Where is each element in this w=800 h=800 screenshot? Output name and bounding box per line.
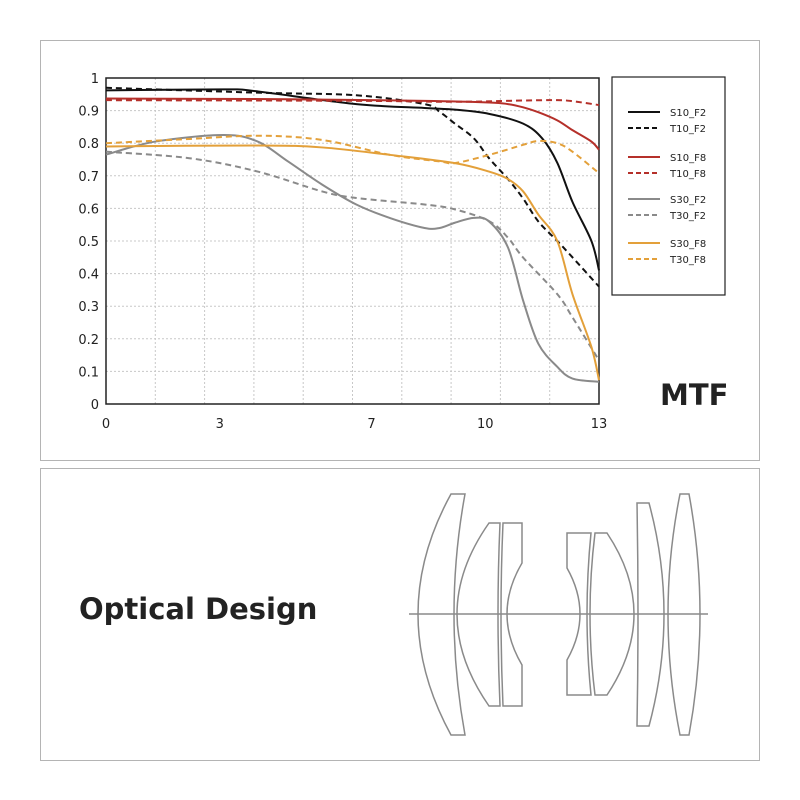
legend-label: S30_F2 (670, 195, 706, 206)
lens-element-5 (589, 532, 635, 696)
x-tick-label: 3 (216, 417, 224, 432)
y-tick-label: 0.7 (78, 170, 99, 185)
lens-element-2 (456, 522, 501, 707)
plot-frame (105, 77, 600, 405)
y-tick-label: 0.9 (78, 105, 99, 120)
lens-element-6 (636, 502, 665, 727)
y-tick-label: 0.1 (78, 365, 99, 380)
series-line-s10-f8 (105, 97, 600, 151)
legend-label: T30_F8 (669, 255, 706, 266)
lens-element-7 (667, 493, 701, 736)
series-line-t30-f2 (105, 150, 600, 361)
series-line-s30-f8 (105, 144, 600, 381)
series-line-t10-f8 (105, 99, 600, 107)
series-line-t10-f2 (105, 86, 600, 288)
y-tick-label: 1 (91, 72, 99, 87)
legend-label: T10_F2 (669, 124, 706, 135)
lens-element-1 (417, 493, 466, 736)
legend-label: T30_F2 (669, 211, 706, 222)
series-line-s10-f2 (105, 88, 600, 271)
legend-label: T10_F8 (669, 169, 706, 180)
y-tick-label: 0.2 (78, 333, 99, 348)
x-tick-label: 0 (102, 417, 110, 432)
legend-label: S30_F8 (670, 239, 706, 250)
x-tick-label: 7 (367, 417, 375, 432)
y-tick-label: 0.8 (78, 137, 99, 152)
y-tick-label: 0.4 (78, 268, 99, 283)
y-tick-label: 0.6 (78, 202, 99, 217)
legend-label: S10_F8 (670, 153, 706, 164)
y-tick-label: 0 (91, 398, 99, 413)
legend-label: S10_F2 (670, 108, 706, 119)
x-tick-label: 13 (591, 417, 608, 432)
x-tick-label: 10 (477, 417, 494, 432)
optical-design-title: Optical Design (79, 592, 318, 626)
y-tick-label: 0.3 (78, 300, 99, 315)
series-line-s30-f2 (105, 134, 600, 383)
mtf-title: MTF (660, 378, 729, 412)
lens-element-3 (500, 522, 523, 707)
optical-design-panel (40, 468, 760, 761)
y-tick-label: 0.5 (78, 235, 99, 250)
mtf-panel (40, 40, 760, 461)
series-line-t30-f8 (105, 134, 600, 174)
lens-element-4 (566, 532, 592, 696)
